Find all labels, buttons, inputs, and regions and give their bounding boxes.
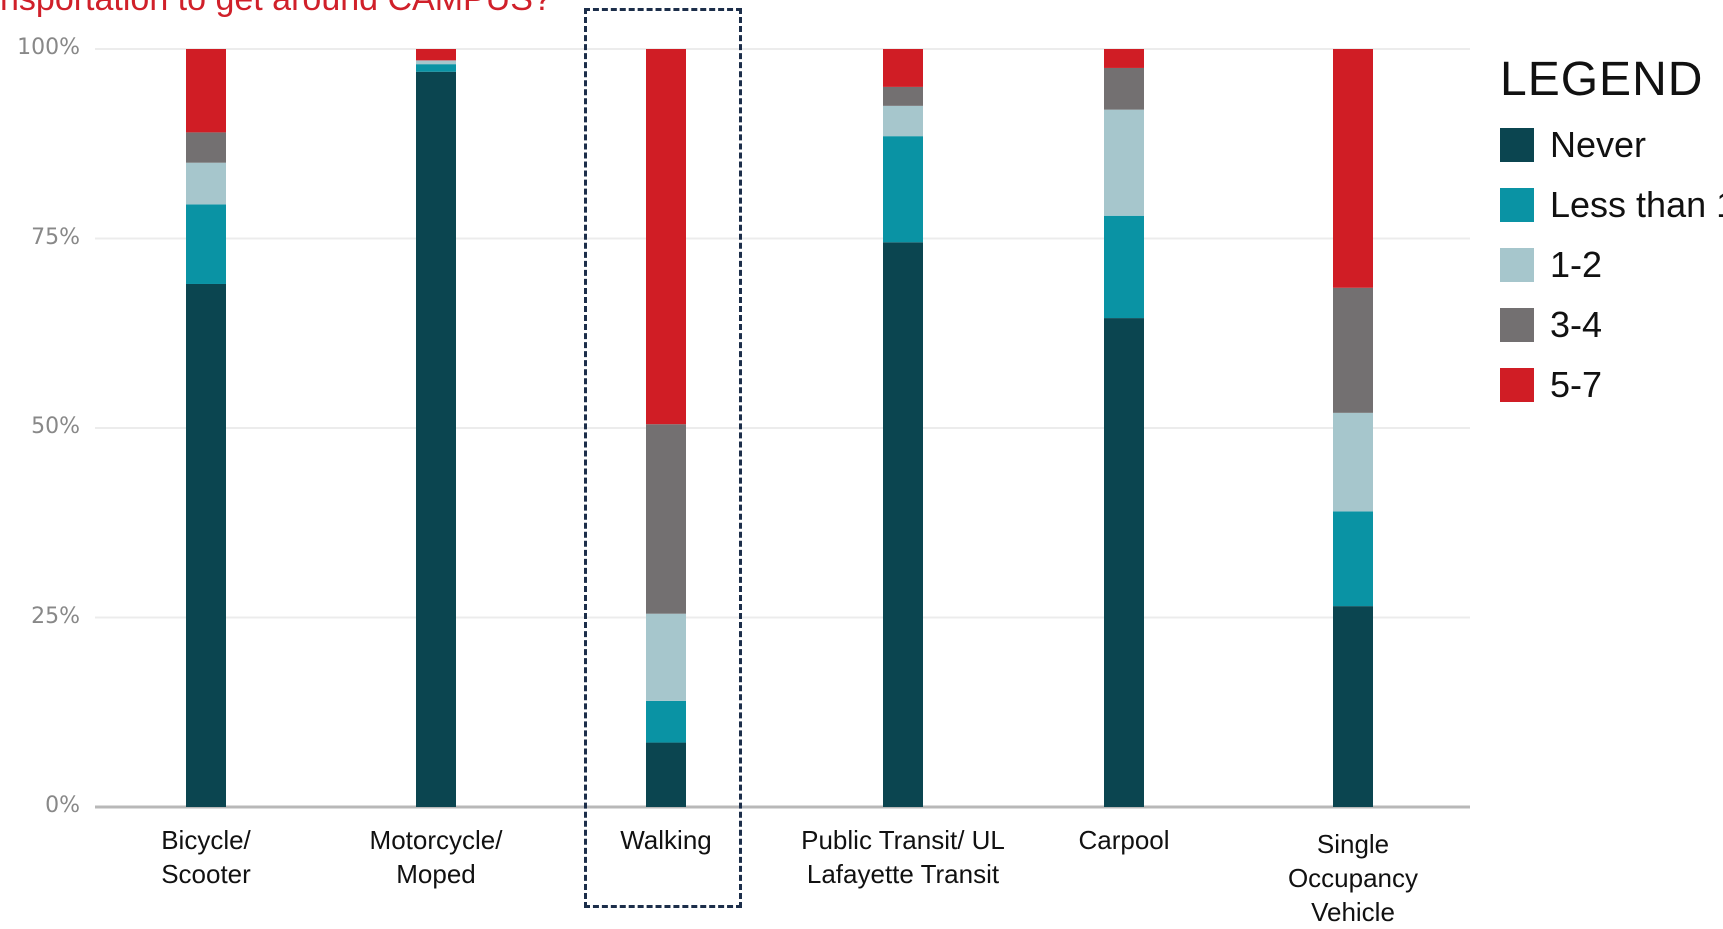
legend-item-5-7: 5-7 <box>1500 355 1723 415</box>
legend-swatch-never <box>1500 128 1534 162</box>
legend-label-5-7: 5-7 <box>1550 364 1603 405</box>
legend-swatch-1-2 <box>1500 248 1534 282</box>
bar-segment <box>646 742 686 807</box>
x-tick-label: Bicycle/ Scooter <box>161 825 251 889</box>
bar-segment <box>883 136 923 243</box>
legend-item-less-than-1: Less than 1 <box>1500 175 1723 235</box>
y-tick-label: 50% <box>31 414 80 439</box>
bar-segment <box>1333 287 1373 413</box>
legend-swatch-less-than-1 <box>1500 188 1534 222</box>
bar-segment <box>1333 511 1373 607</box>
bar-segment <box>1104 49 1144 68</box>
legend-swatch-5-7 <box>1500 368 1534 402</box>
legend-label-never: Never <box>1550 124 1647 165</box>
chart-heading: nsportation to get around CAMPUS? <box>0 0 600 19</box>
walking-highlight-box <box>584 8 742 908</box>
legend-label-1-2: 1-2 <box>1550 244 1603 285</box>
bar-segment <box>1104 318 1144 807</box>
x-tick-label: Public Transit/ UL Lafayette Transit <box>801 825 1005 889</box>
x-tick-label: Carpool <box>1078 825 1170 855</box>
bar-segment <box>416 60 456 65</box>
bar-segment <box>186 132 226 163</box>
legend-title: LEGEND <box>1500 53 1704 106</box>
bar-segment <box>416 49 456 61</box>
y-tick-label: 75% <box>31 224 80 250</box>
bar-segment <box>186 162 226 205</box>
bar-segment <box>1333 606 1373 807</box>
bar-segment <box>186 204 226 284</box>
bar-segment <box>1104 215 1144 319</box>
y-tick-label: 25% <box>31 603 80 629</box>
x-tick-label: Single Occupancy Vehicle <box>1287 829 1419 927</box>
bar-segment <box>883 49 923 87</box>
bar-segment <box>1333 412 1373 512</box>
bar-segment <box>186 49 226 133</box>
bar-segment <box>646 613 686 701</box>
bar-segment <box>646 49 686 425</box>
legend-item-1-2: 1-2 <box>1500 235 1723 295</box>
bar-segment <box>883 105 923 137</box>
bar-segment <box>646 424 686 614</box>
legend-label-3-4: 3-4 <box>1550 304 1603 345</box>
x-tick-label: Motorcycle/ Moped <box>369 825 503 889</box>
legend-swatch-3-4 <box>1500 308 1534 342</box>
bar-segment <box>186 283 226 808</box>
legend-item-3-4: 3-4 <box>1500 295 1723 355</box>
bar-segment <box>1104 109 1144 216</box>
bar-segment <box>416 71 456 808</box>
y-tick-label: 100% <box>17 35 80 60</box>
y-tick-label: 0% <box>45 793 80 818</box>
bar-segment <box>1104 67 1144 110</box>
bar-segment <box>1333 49 1373 288</box>
legend-label-less-than-1: Less than 1 <box>1550 184 1723 225</box>
bar-segment <box>646 700 686 743</box>
legend: LEGEND Never Less than 1 1-2 3-4 5-7 <box>1500 52 1723 415</box>
legend-item-never: Never <box>1500 115 1723 175</box>
bar-segment <box>883 242 923 808</box>
x-tick-label: Walking <box>620 825 712 855</box>
bar-segment <box>416 64 456 72</box>
bar-segment <box>883 86 923 106</box>
